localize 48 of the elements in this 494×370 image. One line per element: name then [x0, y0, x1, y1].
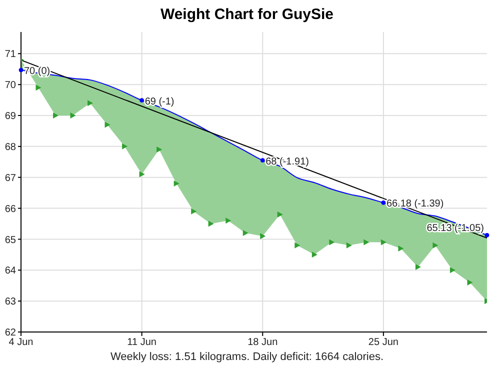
x-tick-label: 11 Jun [127, 337, 156, 348]
point [381, 200, 386, 205]
y-tick-label: 66 [4, 204, 16, 215]
y-tick-label: 71 [4, 49, 16, 60]
x-tick-label: 18 Jun [248, 337, 278, 348]
point [484, 232, 490, 238]
point [260, 233, 266, 240]
point [18, 68, 24, 72]
point [329, 239, 335, 246]
point [191, 208, 197, 214]
point [450, 267, 456, 274]
chart-title: Weight Chart for GuySie [159, 6, 335, 23]
point [415, 264, 421, 270]
point [432, 242, 438, 248]
point [70, 112, 76, 119]
y-tick-label: 62 [4, 328, 16, 339]
y-tick-label: 65 [4, 234, 16, 246]
point [260, 158, 265, 163]
point [467, 280, 473, 286]
point [277, 211, 283, 218]
point [398, 245, 404, 252]
y-tick-label: 63 [4, 296, 16, 308]
y-tick-label: 68 [4, 142, 16, 153]
point [139, 171, 145, 178]
point [380, 239, 386, 246]
point [156, 146, 162, 153]
point [174, 180, 180, 187]
point [36, 84, 42, 91]
point [364, 239, 370, 246]
point [208, 220, 214, 227]
point [104, 122, 110, 128]
text: Weekly loss: 1.51 kilograms. Daily deficit: 1664 calories. [109, 351, 385, 363]
y-tick-label: 69 [4, 111, 16, 122]
y-tick-label: 67 [4, 172, 16, 184]
data-label: 65.13 (-1.05) [426, 223, 484, 234]
y-tick-label: 70 [4, 80, 16, 92]
point [53, 112, 59, 119]
point [140, 98, 144, 103]
x-tick-label: 25 Jun [368, 337, 398, 348]
x-tick-label: 4 Jun [8, 337, 34, 348]
point [312, 252, 318, 258]
point [242, 230, 248, 236]
y-tick-label: 64 [4, 266, 16, 277]
point [122, 143, 128, 150]
point [294, 242, 300, 248]
point [88, 100, 94, 106]
point [346, 242, 352, 248]
point [226, 218, 232, 224]
